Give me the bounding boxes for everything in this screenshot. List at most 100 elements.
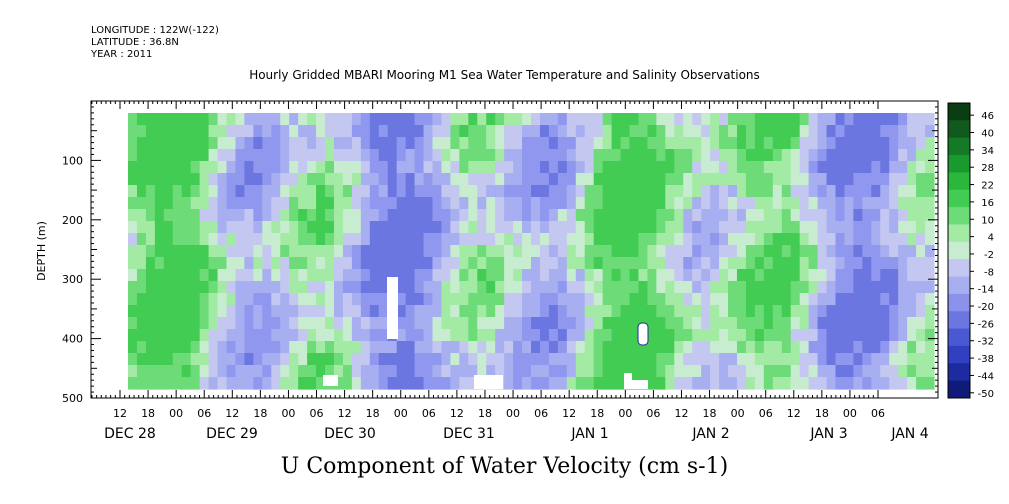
heatmap-cell: [602, 113, 613, 126]
heatmap-cell: [217, 293, 228, 306]
heatmap-cell: [548, 257, 559, 270]
heatmap-cell: [450, 293, 460, 306]
heatmap-cell: [566, 377, 577, 390]
heatmap-cell: [772, 137, 783, 150]
heatmap-cell: [772, 209, 783, 222]
heatmap-cell: [853, 125, 863, 138]
heatmap-cell: [226, 329, 237, 342]
heatmap-cell: [925, 197, 935, 210]
heatmap-cell: [808, 377, 819, 390]
heatmap-cell: [128, 209, 138, 222]
heatmap-cell: [504, 113, 514, 126]
heatmap-cell: [575, 281, 586, 294]
heatmap-cell: [351, 317, 362, 330]
heatmap-cell: [253, 113, 263, 126]
heatmap-cell: [432, 341, 443, 354]
heatmap-cell: [817, 197, 828, 210]
heatmap-cell: [369, 365, 380, 378]
heatmap-cell: [450, 221, 460, 234]
heatmap-cell: [611, 329, 622, 342]
chart-title: Hourly Gridded MBARI Mooring M1 Sea Wate…: [249, 68, 760, 82]
heatmap-cell: [522, 305, 532, 318]
heatmap-cell: [683, 209, 693, 222]
heatmap-cell: [423, 353, 434, 366]
heatmap-cell: [360, 365, 371, 378]
heatmap-cell: [853, 305, 863, 318]
heatmap-cell: [799, 125, 810, 138]
heatmap-cell: [298, 125, 308, 138]
heatmap-cell: [862, 353, 872, 366]
heatmap-cell: [342, 341, 353, 354]
heatmap-cell: [557, 137, 568, 150]
heatmap-cell: [531, 113, 541, 126]
heatmap-cell: [226, 173, 237, 186]
heatmap-cell: [199, 281, 210, 294]
heatmap-cell: [772, 329, 783, 342]
heatmap-cell: [647, 353, 657, 366]
heatmap-cell: [369, 293, 380, 306]
heatmap-cell: [199, 257, 210, 270]
heatmap-cell: [128, 221, 138, 234]
heatmap-cell: [638, 293, 649, 306]
heatmap-cell: [128, 113, 138, 126]
heatmap-cell: [459, 161, 469, 174]
heatmap-cell: [136, 233, 147, 246]
heatmap-cell: [539, 137, 550, 150]
heatmap-cell: [136, 269, 147, 282]
heatmap-cell: [486, 197, 496, 210]
heatmap-cell: [665, 245, 675, 258]
heatmap-cell: [235, 185, 246, 198]
heatmap-cell: [244, 173, 254, 186]
heatmap-cell: [360, 137, 371, 150]
heatmap-cell: [351, 341, 362, 354]
heatmap-cell: [325, 233, 335, 246]
heatmap-cell: [504, 173, 514, 186]
heatmap-cell: [736, 125, 747, 138]
heatmap-cell: [307, 185, 317, 198]
heatmap-cell: [781, 293, 792, 306]
heatmap-cell: [405, 365, 416, 378]
heatmap-cell: [808, 281, 819, 294]
heatmap-cell: [593, 257, 604, 270]
colorbar-swatch: [948, 224, 970, 243]
heatmap-cell: [754, 245, 765, 258]
heatmap-cell: [754, 125, 765, 138]
heatmap-cell: [217, 113, 228, 126]
heatmap-cell: [611, 269, 622, 282]
heatmap-cell: [145, 209, 156, 222]
heatmap-cell: [772, 365, 783, 378]
heatmap-cell: [217, 269, 228, 282]
heatmap-cell: [208, 113, 219, 126]
heatmap-cell: [925, 137, 935, 150]
heatmap-cell: [378, 293, 389, 306]
heatmap-cell: [871, 329, 881, 342]
heatmap-cell: [692, 197, 702, 210]
heatmap-cell: [468, 329, 478, 342]
heatmap-cell: [316, 149, 326, 162]
x-tick-label: 06: [646, 407, 660, 420]
heatmap-cell: [342, 245, 353, 258]
heatmap-cell: [790, 149, 801, 162]
heatmap-cell: [226, 137, 237, 150]
heatmap-cell: [647, 125, 657, 138]
heatmap-cell: [539, 125, 550, 138]
heatmap-cell: [450, 173, 460, 186]
heatmap-cell: [799, 353, 810, 366]
heatmap-cell: [226, 113, 237, 126]
heatmap-cell: [396, 185, 407, 198]
heatmap-cell: [307, 257, 317, 270]
heatmap-cell: [342, 161, 353, 174]
heatmap-cell: [199, 317, 210, 330]
heatmap-cell: [405, 221, 416, 234]
heatmap-cell: [235, 293, 246, 306]
heatmap-cell: [799, 173, 810, 186]
colorbar-swatch: [948, 103, 970, 121]
y-tick-label: 100: [62, 154, 83, 167]
heatmap-cell: [181, 281, 192, 294]
heatmap-cell: [504, 257, 514, 270]
heatmap-cell: [172, 293, 183, 306]
heatmap-cell: [853, 365, 863, 378]
heatmap-cells: [128, 113, 935, 390]
heatmap-cell: [790, 365, 801, 378]
colorbar-frame: [947, 102, 971, 399]
